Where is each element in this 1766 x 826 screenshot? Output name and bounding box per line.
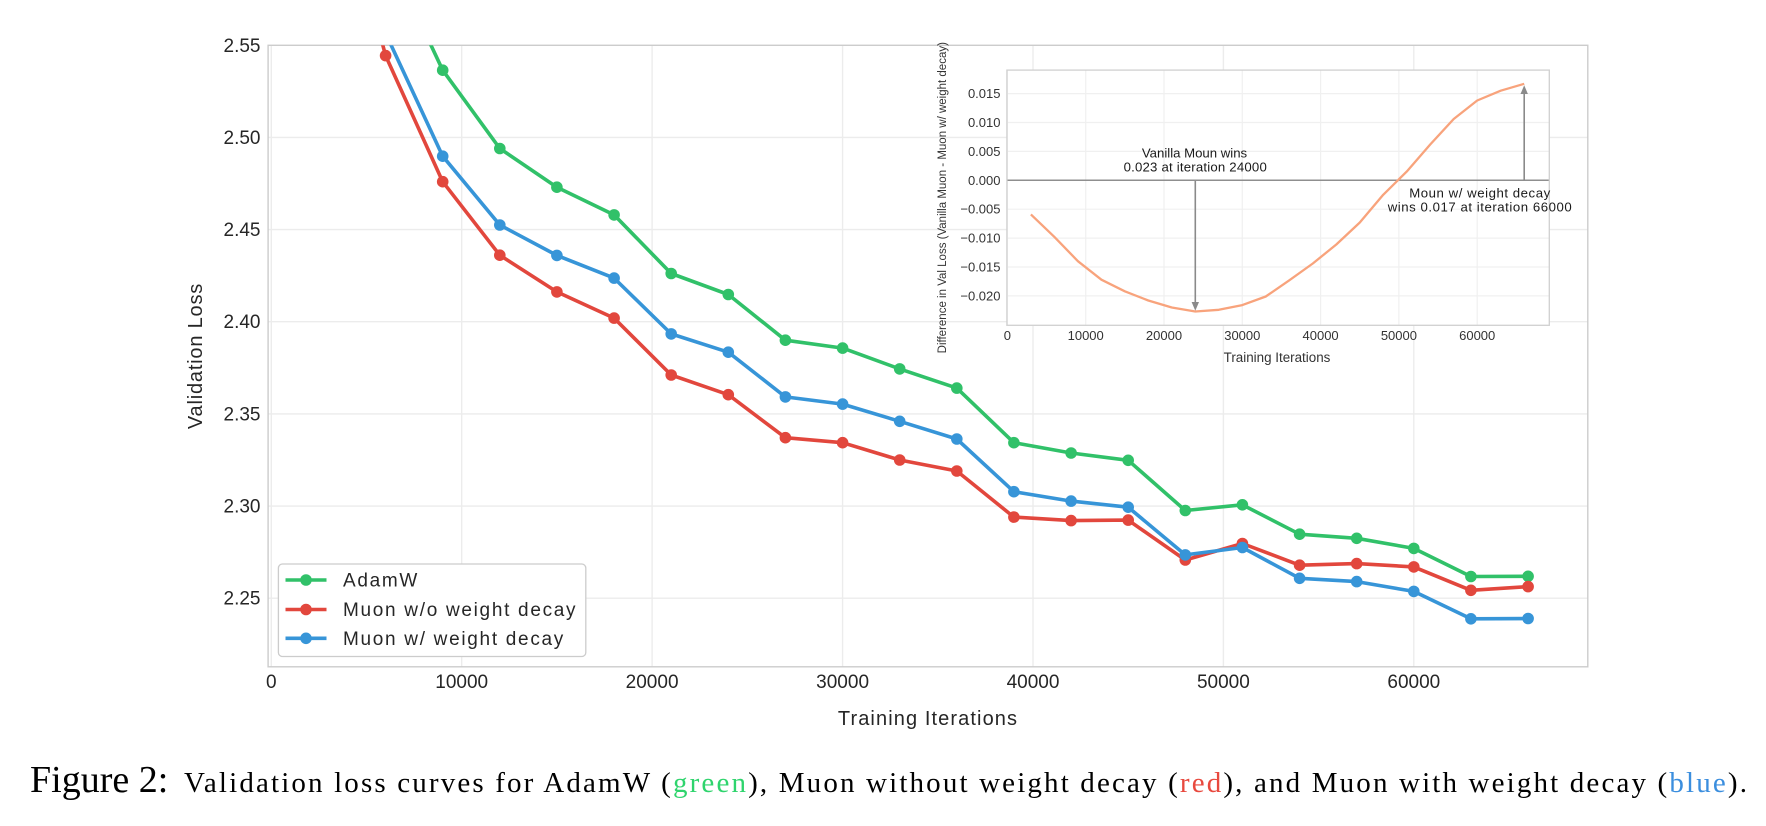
svg-text:10000: 10000	[435, 672, 488, 693]
svg-text:0.015: 0.015	[968, 86, 1001, 101]
svg-text:0: 0	[1004, 328, 1011, 343]
svg-text:20000: 20000	[626, 672, 679, 693]
svg-text:60000: 60000	[1459, 328, 1495, 343]
svg-text:2.25: 2.25	[224, 589, 261, 610]
svg-text:0.005: 0.005	[968, 144, 1001, 159]
svg-text:−0.010: −0.010	[960, 231, 1000, 246]
svg-text:40000: 40000	[1303, 328, 1339, 343]
svg-text:−0.005: −0.005	[960, 202, 1000, 217]
svg-text:Moun w/ weight decay: Moun w/ weight decay	[1409, 186, 1550, 201]
svg-text:wins 0.017 at iteration 66000: wins 0.017 at iteration 66000	[1387, 200, 1573, 215]
svg-text:Muon w/o weight decay: Muon w/o weight decay	[343, 600, 577, 621]
svg-text:0.010: 0.010	[968, 115, 1001, 130]
svg-text:0: 0	[266, 672, 277, 693]
svg-text:40000: 40000	[1007, 672, 1060, 693]
svg-text:Vanilla Moun wins: Vanilla Moun wins	[1142, 146, 1248, 161]
svg-text:2.55: 2.55	[224, 36, 261, 57]
svg-text:−0.015: −0.015	[960, 260, 1000, 275]
svg-text:50000: 50000	[1197, 672, 1250, 693]
svg-text:2.50: 2.50	[224, 128, 261, 149]
svg-text:−0.020: −0.020	[960, 288, 1000, 303]
svg-text:2.45: 2.45	[224, 220, 261, 241]
svg-text:50000: 50000	[1381, 328, 1417, 343]
svg-text:2.35: 2.35	[224, 404, 261, 425]
svg-text:10000: 10000	[1068, 328, 1104, 343]
svg-text:Validation Loss: Validation Loss	[185, 283, 207, 429]
svg-text:0.023 at iteration 24000: 0.023 at iteration 24000	[1124, 160, 1267, 175]
svg-text:Training Iterations: Training Iterations	[838, 708, 1018, 730]
svg-text:30000: 30000	[1224, 328, 1260, 343]
svg-text:Training Iterations: Training Iterations	[1224, 350, 1331, 365]
svg-text:30000: 30000	[816, 672, 869, 693]
svg-text:AdamW: AdamW	[343, 571, 419, 592]
svg-text:Validation loss curves for Ada: Validation loss curves for AdamW (green)…	[184, 767, 1749, 799]
svg-text:Muon w/ weight decay: Muon w/ weight decay	[343, 629, 565, 650]
svg-text:2.30: 2.30	[224, 497, 261, 518]
svg-text:0.000: 0.000	[968, 173, 1001, 188]
svg-text:20000: 20000	[1146, 328, 1182, 343]
svg-text:Difference in Val Loss (Vanill: Difference in Val Loss (Vanilla Muon - M…	[937, 42, 949, 353]
svg-text:2.40: 2.40	[224, 312, 261, 333]
svg-text:Figure 2:: Figure 2:	[30, 759, 168, 801]
svg-text:60000: 60000	[1387, 672, 1440, 693]
